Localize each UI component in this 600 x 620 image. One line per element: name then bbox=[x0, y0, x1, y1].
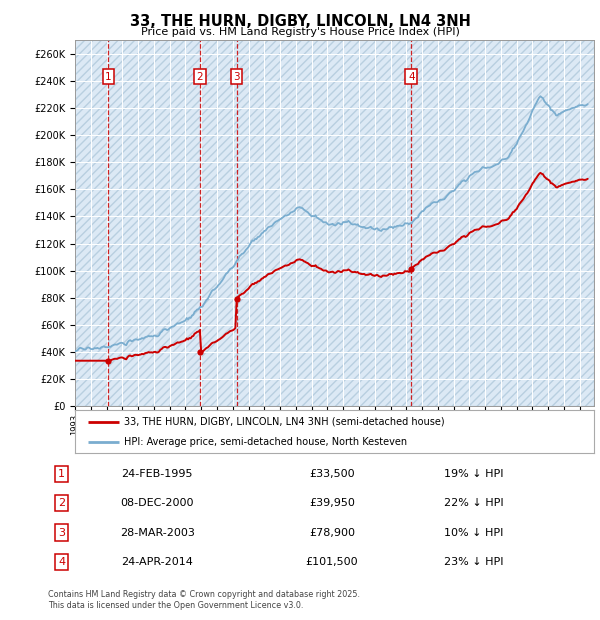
Text: 23% ↓ HPI: 23% ↓ HPI bbox=[444, 557, 503, 567]
Text: 28-MAR-2003: 28-MAR-2003 bbox=[120, 528, 194, 538]
Text: 1: 1 bbox=[105, 72, 112, 82]
Text: £39,950: £39,950 bbox=[309, 498, 355, 508]
Text: 33, THE HURN, DIGBY, LINCOLN, LN4 3NH: 33, THE HURN, DIGBY, LINCOLN, LN4 3NH bbox=[130, 14, 470, 29]
Text: 1: 1 bbox=[58, 469, 65, 479]
Text: 08-DEC-2000: 08-DEC-2000 bbox=[121, 498, 194, 508]
Text: 2: 2 bbox=[58, 498, 65, 508]
Text: Contains HM Land Registry data © Crown copyright and database right 2025.
This d: Contains HM Land Registry data © Crown c… bbox=[48, 590, 360, 609]
Text: 22% ↓ HPI: 22% ↓ HPI bbox=[444, 498, 503, 508]
Text: 4: 4 bbox=[58, 557, 65, 567]
Text: 3: 3 bbox=[233, 72, 240, 82]
Text: £78,900: £78,900 bbox=[309, 528, 355, 538]
Text: 3: 3 bbox=[58, 528, 65, 538]
Text: 24-APR-2014: 24-APR-2014 bbox=[121, 557, 193, 567]
Text: HPI: Average price, semi-detached house, North Kesteven: HPI: Average price, semi-detached house,… bbox=[124, 437, 407, 447]
Text: 2: 2 bbox=[197, 72, 203, 82]
Text: 24-FEB-1995: 24-FEB-1995 bbox=[121, 469, 193, 479]
Text: Price paid vs. HM Land Registry's House Price Index (HPI): Price paid vs. HM Land Registry's House … bbox=[140, 27, 460, 37]
Text: 10% ↓ HPI: 10% ↓ HPI bbox=[444, 528, 503, 538]
Text: 33, THE HURN, DIGBY, LINCOLN, LN4 3NH (semi-detached house): 33, THE HURN, DIGBY, LINCOLN, LN4 3NH (s… bbox=[124, 417, 445, 427]
Text: £33,500: £33,500 bbox=[309, 469, 355, 479]
Text: £101,500: £101,500 bbox=[305, 557, 358, 567]
Text: 19% ↓ HPI: 19% ↓ HPI bbox=[444, 469, 503, 479]
Text: 4: 4 bbox=[408, 72, 415, 82]
